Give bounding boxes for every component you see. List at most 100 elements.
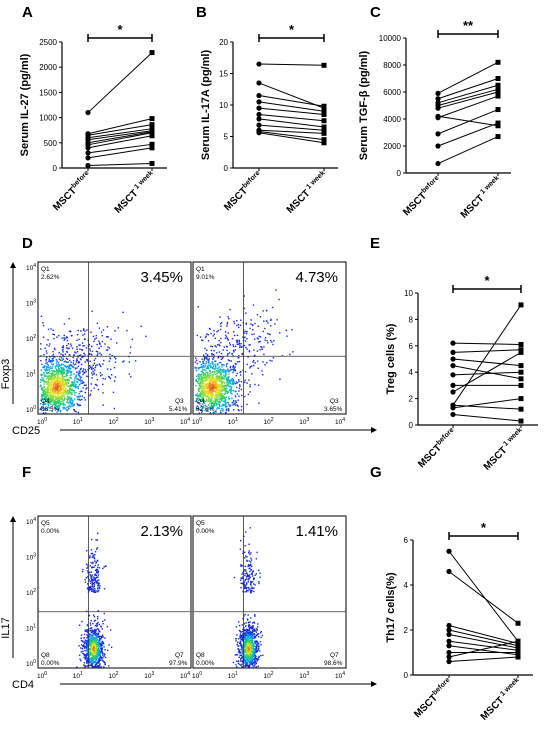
quadrant-name-lower-right-d: Q3 [175, 398, 184, 405]
y-arrow-head-d [10, 262, 16, 268]
significance-mark-e: * [484, 273, 490, 288]
x-decade-label-f: 100 [192, 671, 202, 680]
after-point-a [149, 145, 155, 151]
before-point-c [435, 160, 441, 167]
after-point-c [495, 59, 501, 65]
pair-line-g [448, 656, 519, 662]
before-point-b [256, 105, 262, 111]
pair-line-c [437, 109, 499, 135]
x-decade-exponent-f: 2 [271, 671, 274, 677]
pair-line-e [452, 404, 522, 410]
after-point-e [518, 418, 524, 424]
quadrant-value-lower-right-f: 97.9% [169, 660, 188, 667]
pair-line-c [437, 122, 499, 147]
before-point-b [256, 61, 262, 67]
quadrant-value-lower-right-f: 98.6% [324, 660, 343, 667]
x-decade-label-d: 101 [228, 417, 238, 426]
y-tick-label-c: 10000 [379, 34, 402, 43]
before-point-b [256, 92, 262, 99]
quadrant-name-lower-right-d: Q3 [330, 398, 339, 405]
x-decade-label-d: 104 [335, 417, 345, 426]
before-point-b [256, 111, 262, 118]
after-point-b [321, 130, 327, 136]
x-arrow-head-d [371, 427, 377, 433]
x-arrow-head-f [371, 681, 377, 687]
before-point-g [446, 627, 452, 633]
pair-line-a [87, 52, 153, 113]
quadrant-value-lower-left-f: 0.00% [196, 660, 215, 667]
flow-events-d [39, 310, 147, 414]
after-point-b [321, 127, 327, 133]
x-decade-label-d: 102 [263, 417, 273, 426]
before-point-b [256, 99, 262, 105]
panel-letter-g: G [370, 464, 382, 481]
quadrant-value-lower-left-d: 82.6% [196, 406, 215, 413]
after-point-g [515, 620, 521, 626]
after-point-b [321, 111, 327, 117]
pair-line-b [258, 63, 325, 66]
after-point-e [518, 349, 524, 355]
before-point-e [450, 405, 456, 411]
panel-letter-c: C [370, 4, 381, 21]
x-decade-label-d: 104 [180, 417, 190, 426]
flow-plot-f-2 [192, 515, 347, 669]
y-tick-label-a: 1500 [39, 88, 57, 97]
y-decade-exponent-d: 3 [33, 299, 36, 305]
x-decade-exponent-f: 1 [80, 671, 83, 677]
y-tick-label-e: 10 [404, 289, 413, 298]
before-point-a [85, 150, 91, 156]
pair-line-a [87, 143, 153, 154]
after-point-c [495, 86, 501, 92]
after-point-a [149, 130, 155, 136]
pair-line-e [452, 351, 522, 393]
y-tick-label-e: 2 [409, 395, 414, 404]
y-axis-title-a: Serum IL-27 (pg/ml) [19, 53, 31, 156]
category-superscript-e: before [435, 427, 455, 447]
quadrant-value-lower-left-f: 0.00% [41, 660, 60, 667]
y-decade-label-d: 103 [26, 299, 36, 308]
quadrant-value-upper-left-d: 2.62% [41, 274, 60, 281]
x-decade-label-d: 101 [73, 417, 83, 426]
before-point-e [450, 372, 456, 378]
quadrant-name-lower-right-f: Q7 [175, 652, 184, 659]
y-decade-exponent-f: 3 [33, 553, 36, 559]
y-tick-label-c: 6000 [383, 88, 401, 97]
significance-mark-a: * [117, 22, 123, 37]
after-point-b [321, 140, 327, 146]
after-point-e [518, 341, 524, 347]
pair-line-b [258, 129, 325, 134]
x-decade-label-f: 102 [263, 671, 273, 680]
before-point-g [446, 658, 452, 665]
y-tick-label-g: 4 [404, 581, 409, 590]
after-point-b [321, 108, 327, 114]
x-decade-exponent-d: 0 [44, 417, 47, 423]
quadrant-name-upper-left-d: Q1 [41, 266, 50, 273]
y-decade-exponent-f: 1 [33, 624, 36, 630]
pair-line-b [258, 101, 325, 112]
upper-right-percentage-f: 1.41% [295, 523, 338, 540]
panel-letter-b: B [196, 4, 207, 21]
pair-line-e [452, 342, 522, 345]
panel-letter-e: E [370, 235, 380, 252]
y-decade-exponent-f: 4 [33, 517, 36, 523]
y-tick-label-b: 0 [224, 164, 229, 173]
y-decade-label-d: 100 [26, 405, 36, 414]
pair-line-a [87, 132, 153, 146]
category-superscript-g: before [431, 677, 451, 697]
pair-line-e [452, 413, 522, 422]
after-point-a [149, 50, 155, 56]
pair-line-e [452, 349, 522, 353]
pair-line-b [258, 124, 325, 131]
x-decade-exponent-f: 3 [151, 671, 154, 677]
before-point-b [256, 130, 262, 136]
category-superscript-g: 1 week [498, 677, 521, 700]
category-label-b: MSCT 1 week [284, 170, 330, 216]
y-decade-exponent-d: 0 [33, 405, 36, 411]
y-axis-title-c: Serum TGF-β (pg/ml) [358, 50, 370, 160]
before-point-c [435, 113, 441, 119]
y-decade-label-f: 104 [26, 517, 36, 526]
x-decade-label-d: 102 [108, 417, 118, 426]
after-point-a [149, 141, 155, 147]
x-decade-exponent-d: 3 [151, 417, 154, 423]
